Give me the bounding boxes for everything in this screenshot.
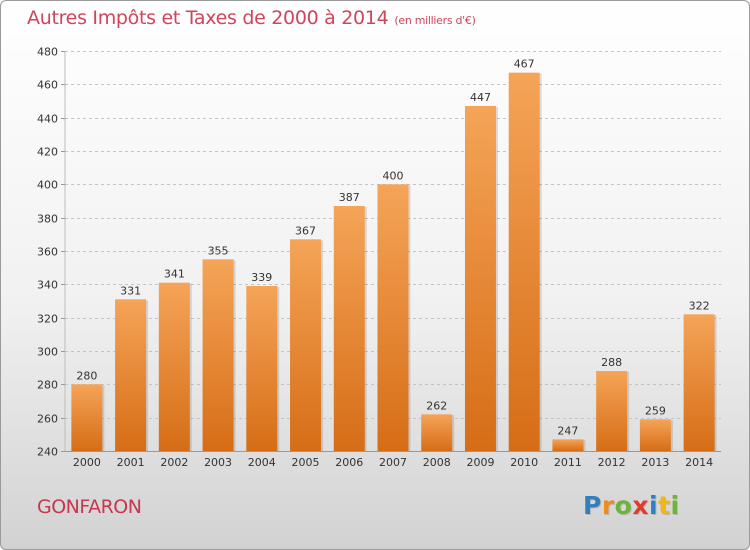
- value-label: 280: [76, 369, 97, 382]
- y-tick-label: 440: [37, 113, 58, 126]
- chart-subtitle: (en milliers d'€): [394, 14, 476, 27]
- bar-2006: [333, 206, 365, 451]
- value-label: 259: [645, 404, 666, 417]
- x-tick-label: 2011: [554, 456, 582, 469]
- x-tick-label: 2014: [685, 456, 713, 469]
- logo-letter: r: [601, 491, 615, 520]
- value-label: 341: [164, 268, 185, 281]
- bar-2007: [377, 184, 409, 452]
- bar-2008: [421, 414, 453, 451]
- value-label: 262: [426, 399, 447, 412]
- y-tick-label: 280: [37, 379, 58, 392]
- x-tick-label: 2005: [292, 456, 320, 469]
- logo-letter: t: [658, 491, 671, 520]
- bar-2005: [290, 239, 322, 451]
- bar-2010: [508, 72, 540, 452]
- value-label: 339: [251, 271, 272, 284]
- logo-letter: i: [649, 491, 659, 520]
- value-label: 355: [208, 244, 229, 257]
- bar-2013: [639, 419, 671, 451]
- logo-letter: o: [614, 491, 633, 520]
- chart-title-text: Autres Impôts et Taxes de 2000 à 2014: [27, 7, 389, 29]
- value-label: 367: [295, 224, 316, 237]
- bar-2011: [552, 439, 584, 451]
- y-tick-label: 420: [37, 146, 58, 159]
- y-tick-label: 400: [37, 179, 58, 192]
- x-tick-label: 2013: [641, 456, 669, 469]
- y-tick-label: 340: [37, 279, 58, 292]
- x-tick-label: 2008: [423, 456, 451, 469]
- x-tick-label: 2006: [335, 456, 363, 469]
- x-axis: 2000 2001 2002 2003 2004 2005 2006 2007 2008 2009…: [65, 451, 721, 469]
- bar-2014: [683, 314, 715, 451]
- bar-2012: [596, 371, 628, 451]
- x-tick-label: 2007: [379, 456, 407, 469]
- proxiti-logo: Proxiti: [583, 491, 680, 520]
- value-label: 288: [601, 356, 622, 369]
- y-tick-label: 300: [37, 346, 58, 359]
- bar-2002: [158, 282, 190, 451]
- x-tick-label: 2012: [598, 456, 626, 469]
- logo-letter: x: [632, 491, 649, 520]
- value-label: 247: [557, 424, 578, 437]
- x-tick-label: 2010: [510, 456, 538, 469]
- bars: [71, 72, 717, 452]
- y-axis: 240 260 280 300 320 340 360 380 400 420 440 460 480: [37, 46, 65, 459]
- bar-2004: [246, 286, 278, 451]
- y-tick-label: 460: [37, 79, 58, 92]
- y-tick-label: 240: [37, 446, 58, 459]
- x-tick-label: 2001: [117, 456, 145, 469]
- value-labels: 280 331 341 355 339 367 387 400 262 447 467 247 288 2…: [76, 58, 709, 438]
- value-label: 467: [514, 58, 535, 71]
- x-tick-label: 2009: [466, 456, 494, 469]
- value-label: 331: [120, 284, 141, 297]
- value-label: 322: [689, 299, 710, 312]
- bar-2009: [464, 106, 496, 451]
- y-tick-label: 480: [37, 46, 58, 59]
- logo-letter: i: [670, 491, 680, 520]
- x-tick-label: 2004: [248, 456, 276, 469]
- x-tick-label: 2000: [73, 456, 101, 469]
- bar-2000: [71, 384, 103, 451]
- y-tick-label: 320: [37, 313, 58, 326]
- commune-name: GONFARON: [37, 496, 142, 518]
- y-tick-label: 260: [37, 413, 58, 426]
- x-tick-label: 2003: [204, 456, 232, 469]
- bar-2001: [115, 299, 147, 451]
- y-tick-label: 380: [37, 213, 58, 226]
- value-label: 447: [470, 91, 491, 104]
- value-label: 387: [339, 191, 360, 204]
- x-tick-label: 2002: [160, 456, 188, 469]
- chart-title: Autres Impôts et Taxes de 2000 à 2014 (en…: [27, 7, 476, 29]
- y-tick-label: 360: [37, 246, 58, 259]
- value-label: 400: [383, 169, 404, 182]
- logo-letter: P: [583, 491, 602, 520]
- bar-2003: [202, 259, 234, 451]
